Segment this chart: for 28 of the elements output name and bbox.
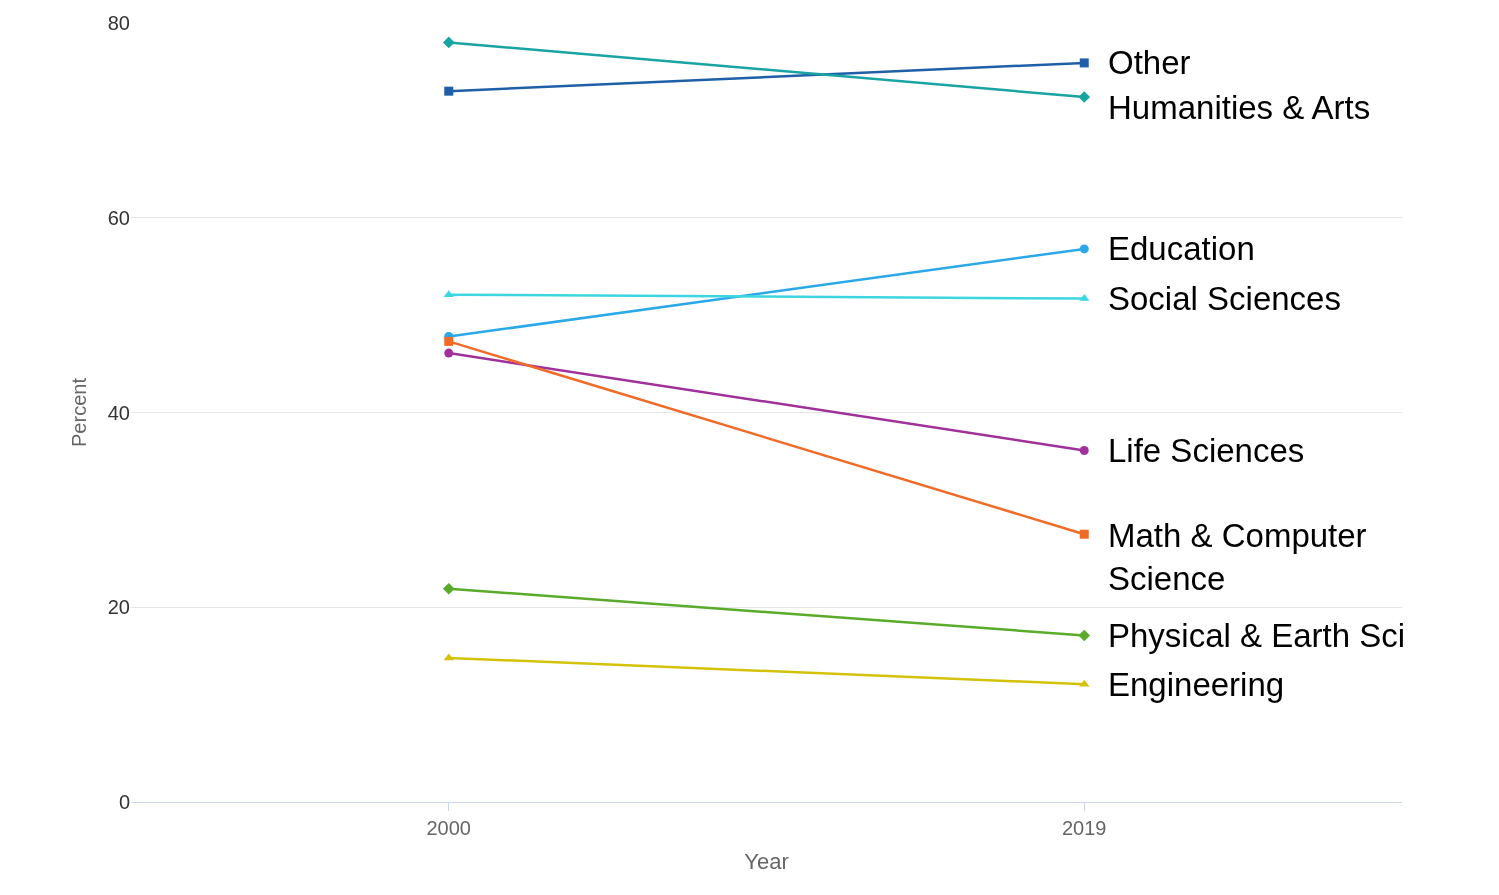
series-label: Education (1108, 230, 1255, 267)
point (444, 348, 454, 358)
series-label: Engineering (1108, 666, 1285, 703)
series-label: Social Sciences (1108, 280, 1341, 317)
point (444, 336, 454, 346)
point (1078, 91, 1091, 103)
x-axis-title: Year (744, 848, 789, 874)
y-axis-title: Percent (68, 377, 91, 447)
series-label: Humanities & Arts (1108, 89, 1371, 126)
series-label: Physical & Earth Sci (1108, 617, 1406, 654)
point (1079, 58, 1089, 68)
point (1078, 629, 1091, 642)
x-tick-label: 2000 (426, 817, 471, 839)
series-label: Math & Computer Science (1108, 517, 1367, 597)
series-label: Other (1108, 44, 1191, 81)
point (1079, 445, 1089, 455)
point (442, 36, 455, 49)
series-label: Life Sciences (1108, 432, 1305, 469)
y-tick-label: 40 (107, 401, 130, 424)
y-tick-label: 80 (107, 12, 130, 34)
point (1079, 244, 1089, 254)
y-tick-label: 60 (107, 206, 130, 229)
x-tick-label: 2019 (1062, 817, 1107, 839)
y-tick-label: 0 (118, 791, 130, 813)
point (442, 582, 455, 595)
point (444, 86, 454, 96)
point (1079, 529, 1089, 539)
y-tick-label: 20 (107, 596, 130, 619)
